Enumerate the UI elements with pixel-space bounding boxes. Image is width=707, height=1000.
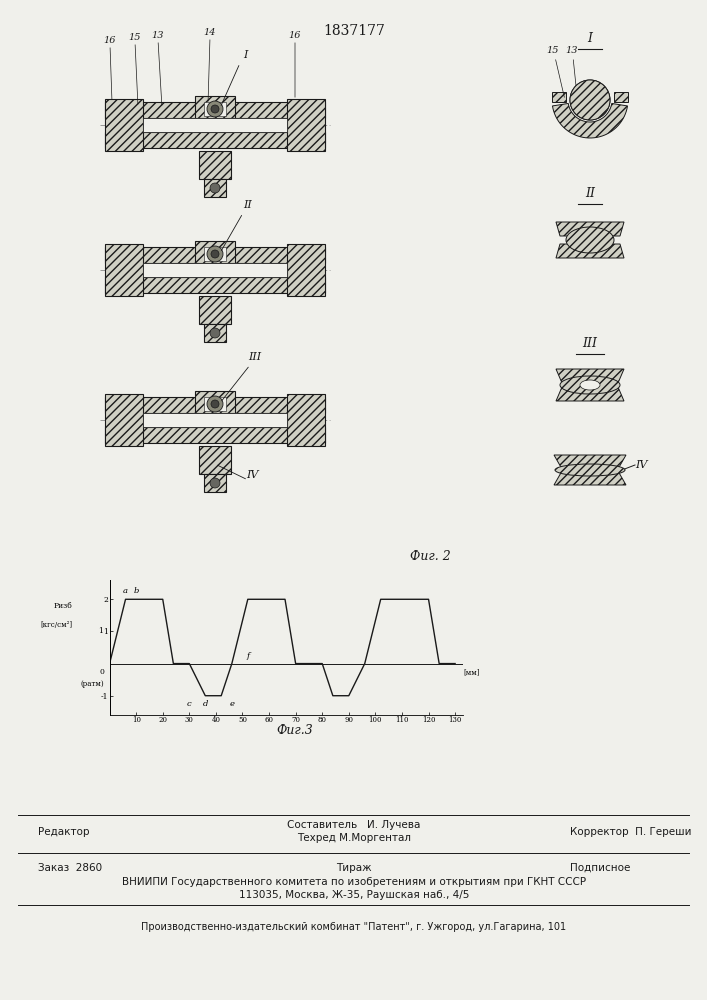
Text: 15: 15 — [547, 46, 559, 55]
Text: 1: 1 — [98, 627, 103, 635]
Text: III: III — [248, 352, 262, 362]
Text: [кгс/см²]: [кгс/см²] — [40, 621, 72, 629]
Text: a: a — [123, 587, 128, 595]
Text: IV: IV — [246, 470, 258, 480]
Text: II: II — [244, 200, 252, 210]
Bar — [199, 296, 231, 324]
Bar — [195, 391, 235, 413]
Bar — [204, 247, 226, 261]
Text: Заказ  2860: Заказ 2860 — [38, 863, 102, 873]
Text: f: f — [246, 652, 250, 660]
Text: Составитель   И. Лучева: Составитель И. Лучева — [287, 820, 421, 830]
Text: III: III — [583, 337, 597, 350]
Text: e: e — [229, 700, 234, 708]
Text: 15: 15 — [129, 33, 141, 42]
Text: Редактор: Редактор — [38, 827, 90, 837]
Bar — [105, 247, 325, 263]
Circle shape — [211, 105, 219, 113]
Text: Производственно-издательский комбинат "Патент", г. Ужгород, ул.Гагарина, 101: Производственно-издательский комбинат "П… — [141, 922, 566, 932]
Circle shape — [211, 400, 219, 408]
Ellipse shape — [555, 464, 625, 476]
Bar — [105, 99, 143, 151]
Bar — [105, 244, 143, 296]
Polygon shape — [552, 103, 628, 138]
Circle shape — [570, 80, 610, 120]
Circle shape — [211, 250, 219, 258]
Polygon shape — [554, 471, 626, 485]
Bar — [287, 394, 325, 446]
Bar — [105, 102, 325, 118]
Circle shape — [570, 80, 610, 120]
Bar — [105, 394, 143, 446]
Circle shape — [210, 183, 220, 193]
Bar — [204, 397, 226, 411]
Polygon shape — [556, 369, 624, 383]
Bar — [195, 241, 235, 263]
Bar — [143, 118, 287, 132]
Text: Pизб: Pизб — [54, 602, 72, 610]
Text: Тираж: Тираж — [337, 863, 372, 873]
Text: IV: IV — [635, 460, 648, 470]
Polygon shape — [554, 455, 626, 469]
Bar — [143, 263, 287, 277]
Bar — [105, 132, 325, 148]
Text: ВНИИПИ Государственного комитета по изобретениям и открытиям при ГКНТ СССР: ВНИИПИ Государственного комитета по изоб… — [122, 877, 586, 887]
Bar — [287, 244, 325, 296]
Text: Фиг.3: Фиг.3 — [276, 724, 313, 736]
Text: (ратм): (ратм) — [81, 680, 104, 688]
Ellipse shape — [580, 380, 600, 390]
Text: 13: 13 — [152, 31, 164, 40]
Bar — [105, 397, 325, 413]
Polygon shape — [556, 244, 624, 258]
Circle shape — [210, 328, 220, 338]
Ellipse shape — [566, 227, 614, 253]
Bar — [143, 413, 287, 427]
Bar — [199, 446, 231, 474]
Text: 113035, Москва, Ж-35, Раушская наб., 4/5: 113035, Москва, Ж-35, Раушская наб., 4/5 — [239, 890, 469, 900]
Text: 16: 16 — [288, 31, 301, 40]
Text: 16: 16 — [104, 36, 116, 45]
Text: Фиг. 2: Фиг. 2 — [409, 550, 450, 564]
Text: I: I — [588, 32, 592, 45]
Text: 0: 0 — [100, 668, 104, 676]
Bar — [105, 277, 325, 293]
Text: b: b — [134, 587, 139, 595]
Bar — [195, 96, 235, 118]
Circle shape — [207, 396, 223, 412]
Ellipse shape — [560, 376, 620, 394]
Circle shape — [210, 478, 220, 488]
Polygon shape — [556, 222, 624, 236]
Text: [мм]: [мм] — [463, 668, 479, 676]
Text: 13: 13 — [566, 46, 578, 55]
Polygon shape — [552, 92, 566, 102]
Bar — [199, 151, 231, 179]
Bar — [105, 427, 325, 443]
Bar — [204, 179, 226, 197]
Circle shape — [207, 246, 223, 262]
Polygon shape — [556, 387, 624, 401]
Text: Техред М.Моргентал: Техред М.Моргентал — [297, 833, 411, 843]
Bar — [204, 324, 226, 342]
Bar — [204, 102, 226, 116]
Text: c: c — [187, 700, 192, 708]
Bar — [287, 99, 325, 151]
Text: 14: 14 — [204, 28, 216, 37]
Bar — [204, 474, 226, 492]
Text: d: d — [203, 700, 208, 708]
Text: 1837177: 1837177 — [323, 24, 385, 38]
Text: Подписное: Подписное — [570, 863, 631, 873]
Circle shape — [207, 101, 223, 117]
Polygon shape — [614, 92, 628, 102]
Text: Корректор  П. Гереши: Корректор П. Гереши — [570, 827, 691, 837]
Text: II: II — [585, 187, 595, 200]
Text: I: I — [243, 50, 247, 60]
